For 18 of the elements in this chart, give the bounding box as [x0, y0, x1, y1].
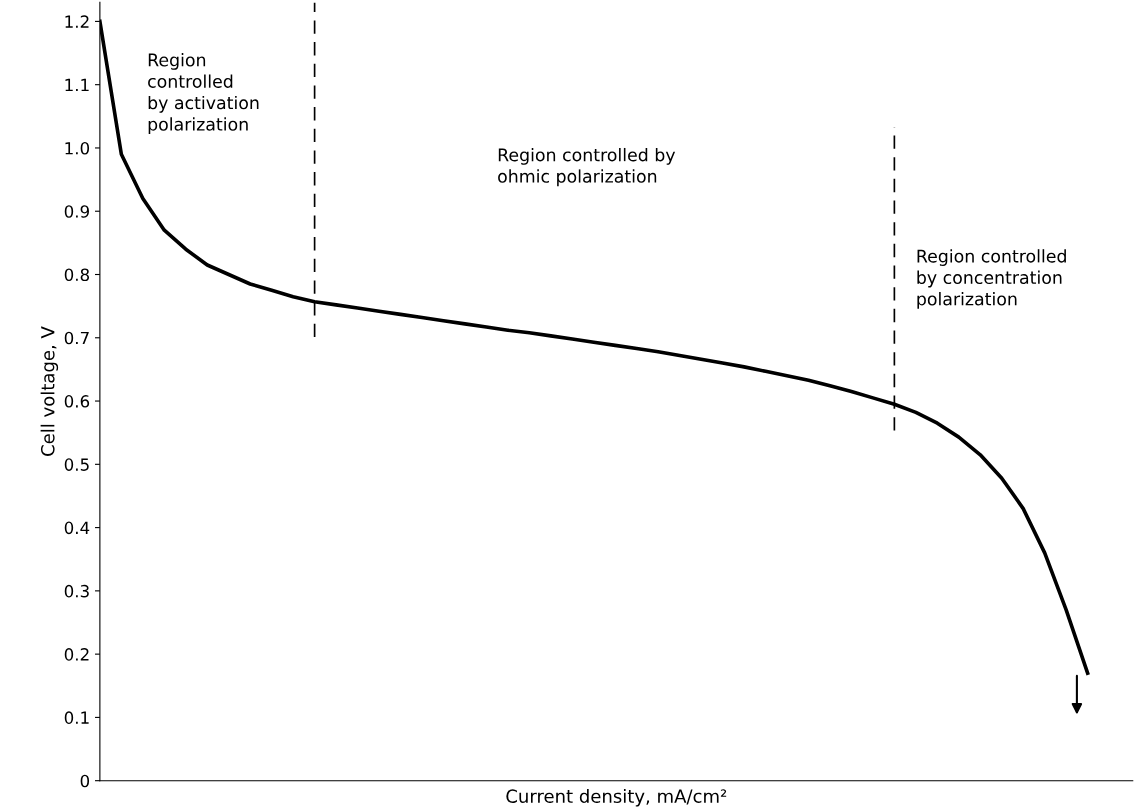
y-tick-label: 1.0: [65, 141, 90, 155]
y-tick-label: 1.2: [65, 15, 89, 28]
y-tick-label: 0: [80, 774, 90, 788]
annotation: Region controlled by activation polarization: [148, 53, 259, 135]
x-axis-title: Current density, mA/cm²: [506, 789, 727, 807]
y-tick-label: 0.4: [64, 521, 90, 535]
annotation: Region controlled by concentration polarization: [917, 249, 1066, 309]
y-tick-label: 1.1: [65, 78, 89, 92]
y-tick-label: 0.1: [64, 711, 89, 724]
annotation: Region controlled by ohmic polarization: [498, 147, 676, 187]
y-tick-label: 0.2: [64, 648, 89, 661]
y-tick-label: 0.6: [64, 395, 90, 408]
y-tick-label: 0.7: [64, 331, 89, 345]
y-tick-label: 0.8: [64, 268, 90, 282]
y-tick-label: 0.3: [64, 584, 89, 598]
y-tick-label: 0.9: [64, 205, 89, 218]
y-axis-title: Cell voltage, V: [40, 326, 59, 456]
y-tick-label: 0.5: [64, 458, 89, 471]
